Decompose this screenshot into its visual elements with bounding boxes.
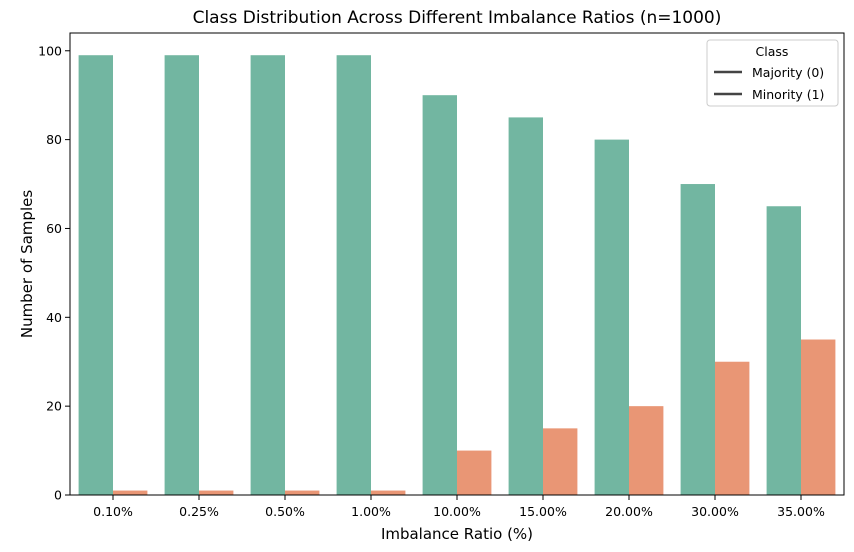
x-tick-label: 20.00%	[605, 504, 653, 519]
x-tick-label: 30.00%	[691, 504, 739, 519]
bar-majority-3	[250, 55, 285, 495]
y-axis: 0 20 40 60 80 100	[38, 43, 70, 503]
legend-label-minority: Minority (1)	[752, 87, 824, 102]
bar-minority-8	[715, 361, 750, 495]
bar-majority-8	[680, 184, 715, 496]
bar-minority-4	[371, 490, 406, 495]
y-tick-label: 0	[54, 488, 62, 503]
x-tick-label: 0.50%	[265, 504, 305, 519]
bar-minority-7	[629, 406, 664, 495]
y-tick-label: 60	[46, 221, 62, 236]
bar-minority-3	[285, 490, 320, 495]
bar-minority-5	[457, 450, 492, 495]
bar-majority-7	[594, 139, 629, 495]
legend-label-majority: Majority (0)	[752, 65, 824, 80]
legend-box	[706, 39, 839, 107]
bar-majority-1	[78, 55, 113, 495]
bar-majority-5	[422, 95, 457, 495]
y-tick-label: 100	[38, 43, 62, 58]
x-tick-label: 0.10%	[93, 504, 133, 519]
x-axis: 0.10% 0.25% 0.50% 1.00% 10.00% 15.00% 20.00% 30…	[93, 495, 825, 519]
x-tick-label: 1.00%	[351, 504, 391, 519]
x-tick-label: 35.00%	[777, 504, 825, 519]
legend: Class Majority (0) Minority (1)	[706, 39, 839, 107]
y-axis-label: Number of Samples	[18, 190, 36, 338]
y-tick-label: 40	[46, 310, 62, 325]
x-tick-label: 15.00%	[519, 504, 567, 519]
legend-title: Class	[756, 44, 789, 59]
bar-minority-6	[543, 428, 578, 495]
bar-minority-2	[199, 490, 234, 495]
x-axis-label: Imbalance Ratio (%)	[381, 525, 533, 543]
y-tick-label: 80	[46, 132, 62, 147]
bar-majority-2	[164, 55, 199, 495]
x-tick-label: 0.25%	[179, 504, 219, 519]
bar-majority-9	[766, 206, 801, 495]
bar-minority-1	[113, 490, 148, 495]
x-tick-label: 10.00%	[433, 504, 481, 519]
bar-minority-9	[801, 339, 836, 495]
bars-layer	[78, 55, 836, 496]
bar-majority-4	[336, 55, 371, 495]
chart-title: Class Distribution Across Different Imba…	[193, 8, 722, 28]
y-tick-label: 20	[46, 399, 62, 414]
bar-majority-6	[508, 117, 543, 496]
